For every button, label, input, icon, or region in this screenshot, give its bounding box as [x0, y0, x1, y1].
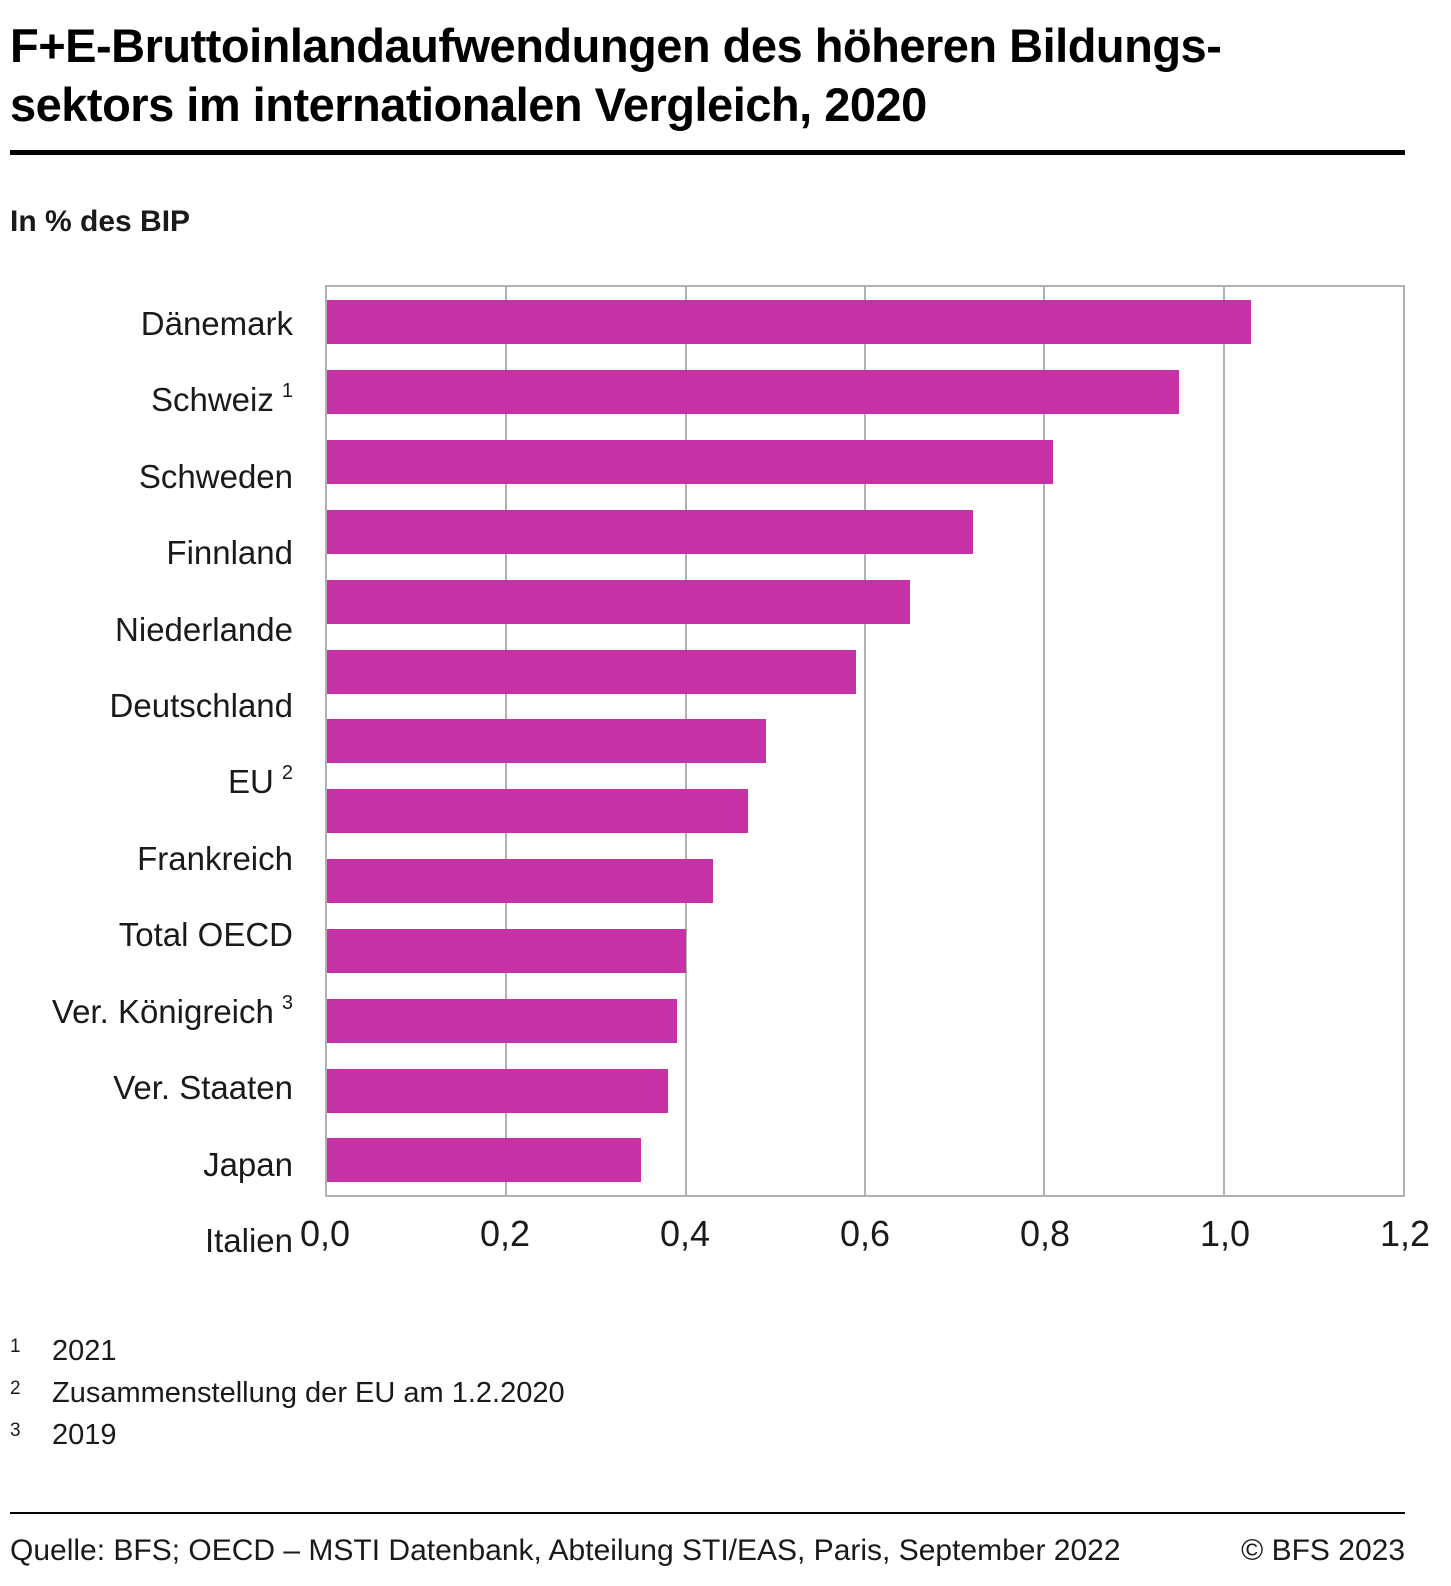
bar [327, 998, 677, 1043]
bar [327, 719, 767, 764]
bar-row [327, 846, 1403, 916]
footnote-marker: 3 [10, 1420, 21, 1442]
title-divider [10, 150, 1405, 156]
bar-row [327, 427, 1403, 497]
category-label: Dänemark [140, 304, 293, 342]
bar [327, 1138, 641, 1183]
bar [327, 440, 1054, 485]
x-tick-label: 0,6 [839, 1213, 891, 1255]
category-label: Total OECD [118, 916, 293, 954]
bar [327, 579, 910, 624]
bar-row [327, 497, 1403, 567]
plot-area [325, 285, 1405, 1198]
footnote: 1 2021 [10, 1335, 1405, 1368]
bar [327, 928, 686, 973]
category-label: Schweden [138, 457, 293, 495]
bar-row [327, 287, 1403, 357]
category-labels: Dänemark Schweiz 1 Schweden Finnland Niederla… [10, 285, 325, 1279]
category-label: Finnland [166, 534, 293, 572]
bar [327, 370, 1179, 415]
bar [327, 1068, 668, 1113]
bar-row [327, 567, 1403, 637]
copyright-text: © BFS 2023 [1241, 1534, 1405, 1567]
category-label: Ver. Königreich 3 [51, 991, 293, 1030]
category-label: Deutschland [109, 687, 293, 725]
category-label: Frankreich [137, 839, 293, 877]
footnote-text: 2021 [52, 1335, 117, 1368]
grid-line [1222, 287, 1225, 1196]
category-label: Schweiz 1 [150, 380, 293, 419]
x-tick-label: 1,0 [1199, 1213, 1251, 1255]
plot-wrap: 0,0 0,2 0,4 0,6 0,8 1,0 1,2 [300, 285, 1430, 1279]
bar [327, 649, 857, 694]
bar-chart: Dänemark Schweiz 1 Schweden Finnland Niederla… [10, 285, 1430, 1279]
footnote-text: Zusammenstellung der EU am 1.2.2020 [52, 1377, 565, 1410]
footnotes: 1 2021 2 Zusammenstellung der EU am 1.2.202… [10, 1335, 1405, 1452]
x-tick-label: 0,0 [299, 1213, 351, 1255]
x-tick-label: 0,8 [1019, 1213, 1071, 1255]
bar-row [327, 776, 1403, 846]
bar [327, 300, 1251, 345]
footer: Quelle: BFS; OECD – MSTI Datenbank, Abte… [10, 1534, 1405, 1568]
footnote-marker: 2 [10, 1378, 21, 1400]
bar-row [327, 357, 1403, 427]
grid-line [1043, 287, 1046, 1196]
category-label: Italien [204, 1222, 293, 1260]
axis-unit-label: In % des BIP [10, 205, 191, 239]
category-label: Japan [203, 1145, 293, 1183]
category-label: Niederlande [115, 610, 293, 648]
bar [327, 859, 713, 904]
bar-row [327, 637, 1403, 707]
bar-row [327, 986, 1403, 1056]
bar-row [327, 1126, 1403, 1196]
footnote-marker: 1 [10, 1336, 21, 1358]
x-tick-label: 0,4 [659, 1213, 711, 1255]
x-axis: 0,0 0,2 0,4 0,6 0,8 1,0 1,2 [300, 1213, 1430, 1279]
bar [327, 509, 973, 554]
x-tick-label: 1,2 [1379, 1213, 1431, 1255]
bar-row [327, 1056, 1403, 1126]
category-label: EU 2 [228, 762, 293, 801]
grid-line [864, 287, 866, 1196]
category-label: Ver. Staaten [113, 1069, 293, 1107]
footnote: 3 2019 [10, 1419, 1405, 1452]
bar [327, 789, 749, 834]
chart-title: F+E-Bruttoinlandaufwendungen des höheren… [10, 19, 1222, 132]
footer-divider [10, 1512, 1405, 1514]
bar-row [327, 916, 1403, 986]
footnote-text: 2019 [52, 1419, 117, 1452]
x-tick-label: 0,2 [479, 1213, 531, 1255]
bar-row [327, 707, 1403, 777]
footnote: 2 Zusammenstellung der EU am 1.2.2020 [10, 1377, 1405, 1410]
source-text: Quelle: BFS; OECD – MSTI Datenbank, Abte… [10, 1534, 1121, 1567]
